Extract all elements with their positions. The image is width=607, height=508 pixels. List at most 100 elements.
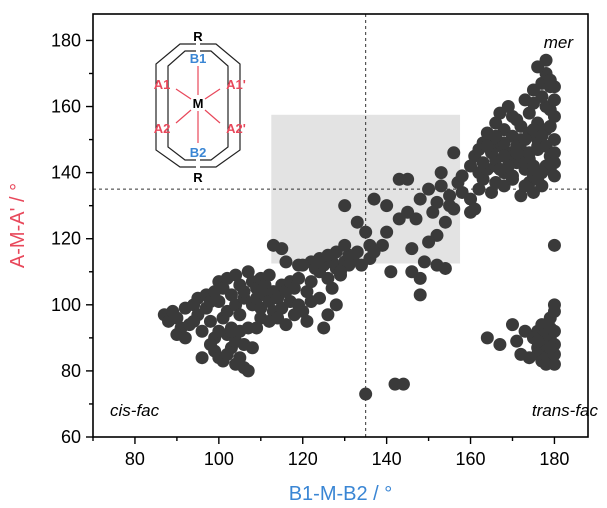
inset-ring-left-inner bbox=[167, 50, 196, 161]
inset-label-m: M bbox=[193, 96, 204, 111]
data-point bbox=[338, 238, 352, 252]
inset-label-r-bottom: R bbox=[193, 170, 203, 185]
data-point bbox=[313, 291, 327, 305]
inset-label-b1: B1 bbox=[190, 51, 207, 66]
data-point bbox=[321, 271, 335, 285]
data-point bbox=[531, 334, 545, 348]
data-point bbox=[430, 195, 444, 209]
data-point bbox=[367, 192, 381, 206]
data-point bbox=[203, 314, 217, 328]
y-tick-label: 180 bbox=[51, 30, 81, 50]
data-point bbox=[338, 199, 352, 213]
data-point bbox=[413, 288, 427, 302]
x-tick-label: 120 bbox=[288, 449, 318, 469]
y-tick-label: 140 bbox=[51, 163, 81, 183]
inset-ring-right-inner bbox=[200, 50, 229, 161]
data-point bbox=[241, 364, 255, 378]
inset-bond-a2-m bbox=[175, 109, 192, 124]
data-point bbox=[438, 261, 452, 275]
y-tick-label: 80 bbox=[61, 361, 81, 381]
data-point bbox=[543, 341, 557, 355]
data-point bbox=[547, 238, 561, 252]
y-tick-label: 60 bbox=[61, 427, 81, 447]
region-label-trans-fac: trans-fac bbox=[532, 401, 599, 420]
data-point bbox=[325, 281, 339, 295]
inset-bond-a1-m bbox=[175, 88, 192, 100]
data-point bbox=[535, 129, 549, 143]
inset-label-a2p: A2' bbox=[226, 121, 246, 136]
inset-label-r-top: R bbox=[193, 29, 203, 44]
data-point bbox=[472, 182, 486, 196]
data-point bbox=[195, 351, 209, 365]
y-tick-label: 100 bbox=[51, 295, 81, 315]
y-axis-ticks: 60 80 100 120 140 160 180 bbox=[51, 30, 93, 447]
data-point bbox=[518, 179, 532, 193]
data-point bbox=[329, 298, 343, 312]
data-point bbox=[434, 179, 448, 193]
x-tick-label: 80 bbox=[125, 449, 145, 469]
x-tick-label: 160 bbox=[456, 449, 486, 469]
data-point bbox=[422, 235, 436, 249]
data-point bbox=[212, 324, 226, 338]
data-points bbox=[157, 53, 561, 401]
coordination-geometry-inset: R B1 M B2 R A1 A1' A2 A2' bbox=[154, 29, 246, 185]
data-point bbox=[505, 169, 519, 183]
data-point bbox=[543, 103, 557, 117]
data-point bbox=[447, 202, 461, 216]
inset-label-a1p: A1' bbox=[226, 77, 246, 92]
data-point bbox=[547, 324, 561, 338]
data-point bbox=[493, 337, 507, 351]
data-point bbox=[237, 285, 251, 299]
data-point bbox=[250, 321, 264, 335]
y-axis-title: A-M-A' / ° bbox=[7, 183, 29, 268]
region-label-cis-fac: cis-fac bbox=[110, 401, 160, 420]
data-point bbox=[334, 265, 347, 279]
data-point bbox=[396, 377, 410, 391]
data-point bbox=[304, 275, 318, 289]
data-point bbox=[279, 318, 293, 332]
data-point bbox=[539, 53, 553, 67]
inset-bond-a1p-m bbox=[204, 88, 221, 100]
data-point bbox=[203, 295, 217, 309]
data-point bbox=[178, 331, 192, 345]
data-point bbox=[321, 308, 335, 322]
data-point bbox=[359, 225, 373, 239]
data-point bbox=[392, 172, 406, 186]
data-point bbox=[241, 265, 255, 279]
data-point bbox=[279, 255, 293, 269]
data-point bbox=[438, 215, 452, 229]
plot-frame bbox=[92, 13, 589, 438]
data-point bbox=[485, 185, 499, 199]
data-point bbox=[510, 334, 524, 348]
data-point bbox=[170, 311, 184, 325]
data-point bbox=[497, 149, 511, 163]
data-point bbox=[350, 215, 364, 229]
data-point bbox=[480, 331, 494, 345]
inset-bond-a2p-m bbox=[204, 109, 221, 124]
x-axis-ticks: 80 100 120 140 160 180 bbox=[92, 437, 569, 469]
y-tick-label: 120 bbox=[51, 229, 81, 249]
region-label-mer: mer bbox=[544, 33, 575, 52]
data-point bbox=[493, 162, 507, 176]
data-point bbox=[443, 189, 457, 203]
data-point bbox=[229, 268, 243, 282]
data-point bbox=[455, 185, 469, 199]
data-point bbox=[468, 202, 482, 216]
data-point bbox=[300, 285, 314, 299]
inset-label-a2: A2 bbox=[154, 121, 171, 136]
data-point bbox=[233, 351, 247, 365]
data-point bbox=[245, 341, 259, 355]
x-tick-label: 180 bbox=[539, 449, 569, 469]
data-point bbox=[275, 242, 289, 256]
data-point bbox=[480, 139, 494, 153]
data-point bbox=[522, 351, 536, 365]
data-point bbox=[417, 255, 431, 269]
inset-ring-left-outer bbox=[155, 43, 196, 168]
data-point bbox=[384, 265, 398, 279]
data-point bbox=[405, 265, 419, 279]
data-point bbox=[476, 156, 490, 170]
data-point bbox=[547, 357, 561, 371]
data-point bbox=[522, 106, 536, 120]
data-point bbox=[195, 324, 209, 338]
